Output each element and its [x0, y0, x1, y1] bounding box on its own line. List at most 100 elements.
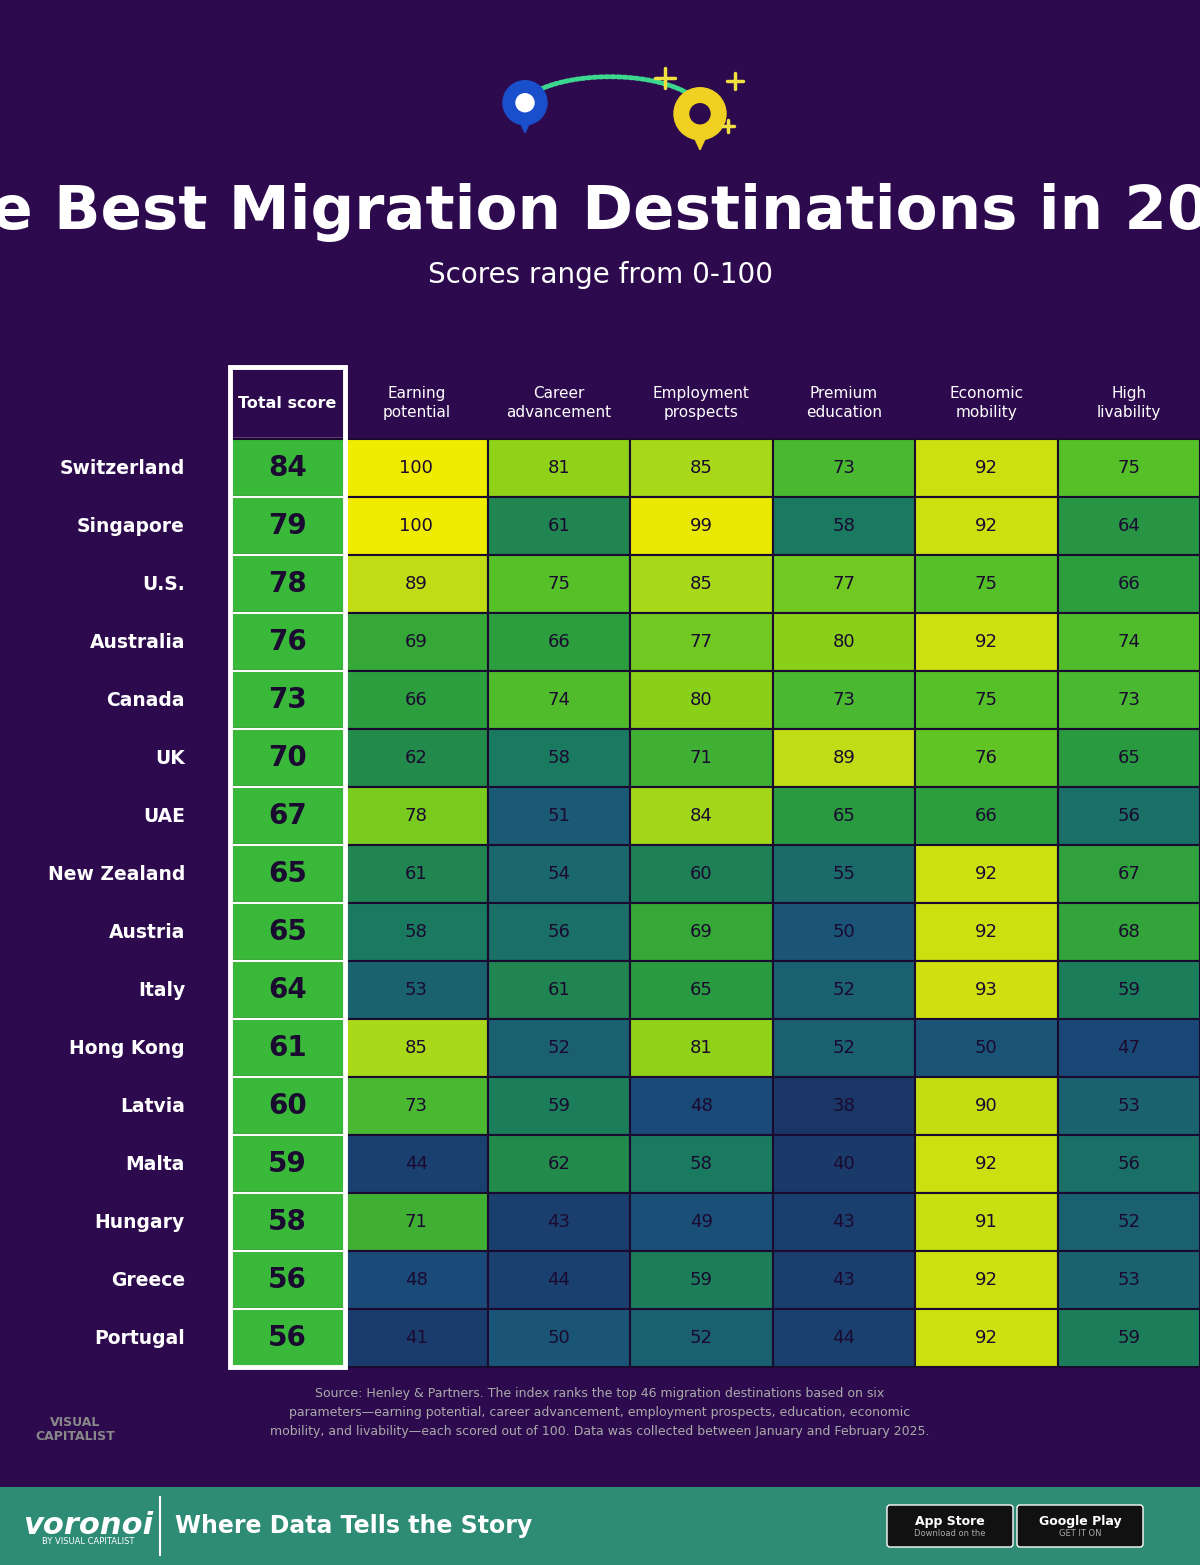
Text: 69: 69	[404, 632, 427, 651]
Text: Earning
potential: Earning potential	[382, 387, 450, 419]
FancyBboxPatch shape	[230, 671, 346, 729]
Text: 92: 92	[974, 923, 997, 941]
FancyBboxPatch shape	[773, 845, 916, 903]
FancyBboxPatch shape	[346, 440, 487, 498]
FancyBboxPatch shape	[916, 787, 1057, 845]
Text: 92: 92	[974, 516, 997, 535]
FancyBboxPatch shape	[346, 1250, 487, 1308]
Text: 81: 81	[547, 459, 570, 477]
FancyBboxPatch shape	[773, 1135, 916, 1193]
FancyBboxPatch shape	[916, 498, 1057, 556]
FancyBboxPatch shape	[630, 1250, 773, 1308]
FancyBboxPatch shape	[773, 1077, 916, 1135]
Text: 76: 76	[268, 628, 307, 656]
FancyBboxPatch shape	[487, 1135, 630, 1193]
Circle shape	[674, 88, 726, 139]
Text: 44: 44	[404, 1155, 427, 1174]
Text: 49: 49	[690, 1213, 713, 1232]
Text: Latvia: Latvia	[120, 1097, 185, 1116]
Text: Italy: Italy	[138, 981, 185, 1000]
Text: 59: 59	[268, 1150, 307, 1178]
FancyBboxPatch shape	[630, 961, 773, 1019]
FancyBboxPatch shape	[630, 498, 773, 556]
FancyBboxPatch shape	[487, 1250, 630, 1308]
Text: 67: 67	[268, 801, 307, 829]
FancyBboxPatch shape	[630, 1077, 773, 1135]
Text: 85: 85	[690, 459, 713, 477]
Text: 38: 38	[833, 1097, 856, 1114]
Text: 66: 66	[974, 808, 997, 825]
FancyBboxPatch shape	[630, 613, 773, 671]
Text: 43: 43	[547, 1213, 570, 1232]
FancyBboxPatch shape	[1057, 729, 1200, 787]
FancyBboxPatch shape	[916, 671, 1057, 729]
Text: Malta: Malta	[126, 1155, 185, 1174]
Text: 61: 61	[404, 865, 427, 883]
FancyBboxPatch shape	[773, 613, 916, 671]
FancyBboxPatch shape	[773, 498, 916, 556]
FancyBboxPatch shape	[1057, 787, 1200, 845]
Text: 53: 53	[1117, 1271, 1140, 1290]
FancyBboxPatch shape	[630, 845, 773, 903]
Text: 50: 50	[547, 1329, 570, 1347]
FancyBboxPatch shape	[773, 1019, 916, 1077]
Text: Singapore: Singapore	[77, 516, 185, 535]
Text: Scores range from 0-100: Scores range from 0-100	[427, 261, 773, 290]
Text: 75: 75	[974, 692, 997, 709]
Text: 71: 71	[404, 1213, 427, 1232]
FancyBboxPatch shape	[487, 498, 630, 556]
Text: VISUAL: VISUAL	[50, 1415, 100, 1429]
Text: Source: Henley & Partners. The index ranks the top 46 migration destinations bas: Source: Henley & Partners. The index ran…	[270, 1387, 930, 1438]
FancyBboxPatch shape	[230, 368, 346, 440]
Text: 68: 68	[1117, 923, 1140, 941]
Text: 56: 56	[1117, 808, 1140, 825]
FancyBboxPatch shape	[487, 845, 630, 903]
FancyBboxPatch shape	[773, 671, 916, 729]
Text: 66: 66	[1117, 574, 1140, 593]
Text: 61: 61	[547, 981, 570, 998]
Text: 44: 44	[833, 1329, 856, 1347]
Text: 51: 51	[547, 808, 570, 825]
FancyBboxPatch shape	[346, 1193, 487, 1250]
Text: 54: 54	[547, 865, 570, 883]
FancyBboxPatch shape	[887, 1506, 1013, 1546]
Text: 99: 99	[690, 516, 713, 535]
Text: 58: 58	[268, 1208, 307, 1236]
FancyBboxPatch shape	[916, 440, 1057, 498]
Text: 89: 89	[833, 750, 856, 767]
FancyBboxPatch shape	[230, 498, 346, 556]
Text: 77: 77	[833, 574, 856, 593]
FancyBboxPatch shape	[916, 845, 1057, 903]
Text: Canada: Canada	[107, 690, 185, 709]
Text: 53: 53	[1117, 1097, 1140, 1114]
FancyBboxPatch shape	[1057, 556, 1200, 613]
Text: 65: 65	[1117, 750, 1140, 767]
Text: 92: 92	[974, 865, 997, 883]
FancyBboxPatch shape	[916, 1250, 1057, 1308]
Text: 85: 85	[404, 1039, 427, 1056]
Circle shape	[690, 103, 710, 124]
Text: 48: 48	[690, 1097, 713, 1114]
Text: 62: 62	[404, 750, 427, 767]
FancyBboxPatch shape	[230, 556, 346, 613]
Text: 74: 74	[547, 692, 570, 709]
Text: 44: 44	[547, 1271, 570, 1290]
Text: Switzerland: Switzerland	[60, 459, 185, 477]
Text: CAPITALIST: CAPITALIST	[35, 1430, 115, 1443]
FancyBboxPatch shape	[630, 787, 773, 845]
FancyBboxPatch shape	[1057, 440, 1200, 498]
Text: 48: 48	[404, 1271, 427, 1290]
Text: 64: 64	[1117, 516, 1140, 535]
Text: 84: 84	[268, 454, 307, 482]
FancyBboxPatch shape	[630, 1135, 773, 1193]
FancyBboxPatch shape	[0, 1487, 1200, 1565]
FancyBboxPatch shape	[487, 1019, 630, 1077]
Text: 65: 65	[690, 981, 713, 998]
Text: 59: 59	[690, 1271, 713, 1290]
Text: 92: 92	[974, 1329, 997, 1347]
Text: 73: 73	[404, 1097, 427, 1114]
Text: Employment
prospects: Employment prospects	[653, 387, 750, 419]
FancyBboxPatch shape	[916, 903, 1057, 961]
Text: 61: 61	[547, 516, 570, 535]
Text: App Store: App Store	[916, 1515, 985, 1529]
